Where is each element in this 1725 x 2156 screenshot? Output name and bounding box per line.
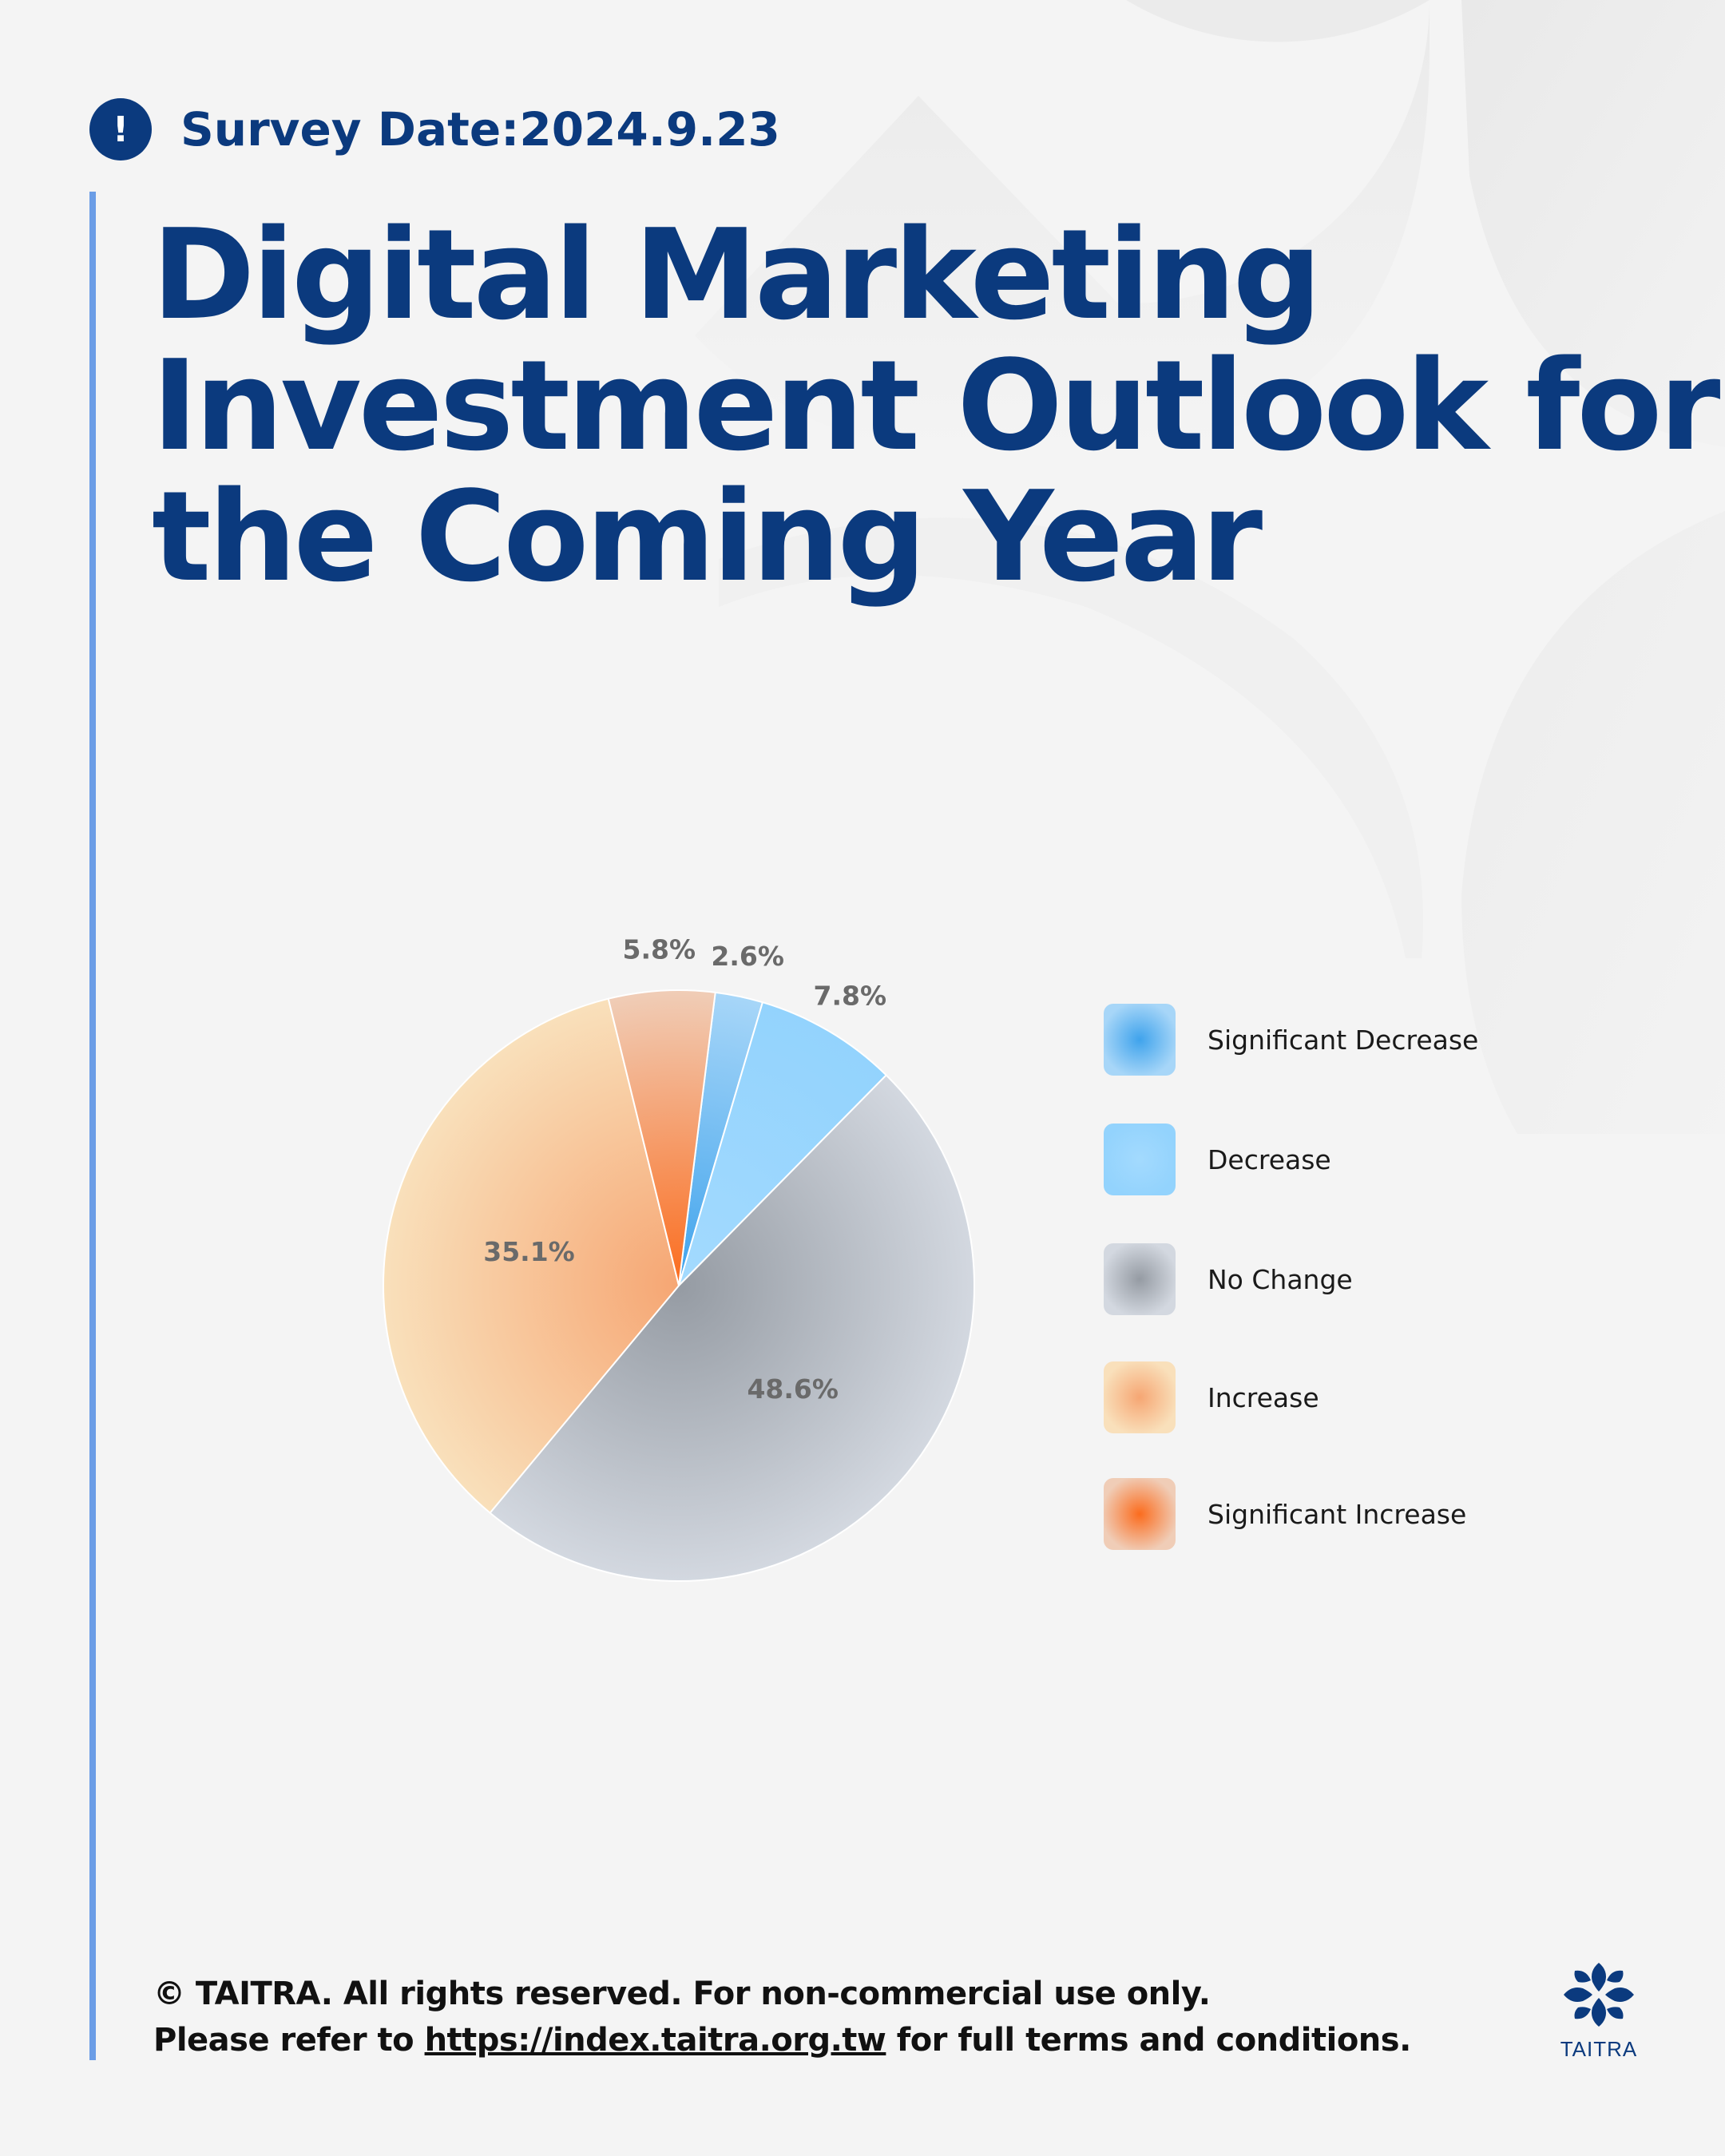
terms-prefix: Please refer to: [153, 2022, 425, 2059]
terms-text: Please refer to https://index.taitra.org…: [153, 2017, 1511, 2063]
legend-label: No Change: [1208, 1263, 1353, 1295]
legend-item-significant-increase: Significant Increase: [1104, 1476, 1466, 1552]
legend-label: Significant Increase: [1208, 1498, 1467, 1530]
legend-label: Significant Decrease: [1208, 1024, 1479, 1056]
survey-date: Survey Date:2024.9.23: [180, 102, 780, 157]
terms-suffix: for full terms and conditions.: [886, 2022, 1412, 2059]
legend-swatch: [1104, 1361, 1176, 1433]
title-line-1: Digital Marketing: [152, 202, 1322, 347]
data-label-increase: 35.1%: [483, 1236, 575, 1267]
legend-swatch: [1104, 1004, 1176, 1076]
legend-swatch: [1104, 1243, 1176, 1315]
legend-item-decrease: Decrease: [1104, 1121, 1331, 1198]
footer: © TAITRA. All rights reserved. For non-c…: [153, 1971, 1511, 2063]
copyright-text: © TAITRA. All rights reserved. For non-c…: [153, 1976, 1211, 2012]
legend-label: Decrease: [1208, 1143, 1331, 1175]
taitra-logo: TAITRA: [1559, 1960, 1639, 2062]
alert-icon: !: [89, 98, 152, 161]
legend-label: Increase: [1208, 1381, 1319, 1413]
data-label-decrease: 7.8%: [814, 981, 887, 1012]
data-label-significant-decrease: 2.6%: [711, 941, 784, 972]
legend-item-significant-decrease: Significant Decrease: [1104, 1001, 1478, 1078]
title-line-2: Investment Outlook for: [152, 333, 1720, 478]
pie-slice-increase: [383, 997, 680, 1515]
survey-date-row: ! Survey Date:2024.9.23: [89, 97, 780, 161]
terms-link[interactable]: https://index.taitra.org.tw: [424, 2022, 886, 2059]
page-title: Digital Marketing Investment Outlook for…: [152, 202, 1720, 609]
legend-item-increase: Increase: [1104, 1359, 1319, 1436]
legend-swatch: [1104, 1478, 1176, 1550]
legend-swatch: [1104, 1124, 1176, 1195]
accent-bar: [89, 192, 96, 2060]
title-line-3: the Coming Year: [152, 464, 1263, 609]
pie-slice-no-change: [489, 1074, 975, 1583]
pie-slice-significant-increase: [607, 989, 716, 1286]
taitra-logo-icon: [1564, 1963, 1634, 2027]
taitra-logo-text: TAITRA: [1560, 2037, 1638, 2061]
data-label-significant-increase: 5.8%: [623, 934, 696, 965]
legend-item-no-change: No Change: [1104, 1241, 1353, 1318]
pie-slice-decrease: [678, 1001, 888, 1286]
data-label-no-change: 48.6%: [747, 1373, 839, 1405]
